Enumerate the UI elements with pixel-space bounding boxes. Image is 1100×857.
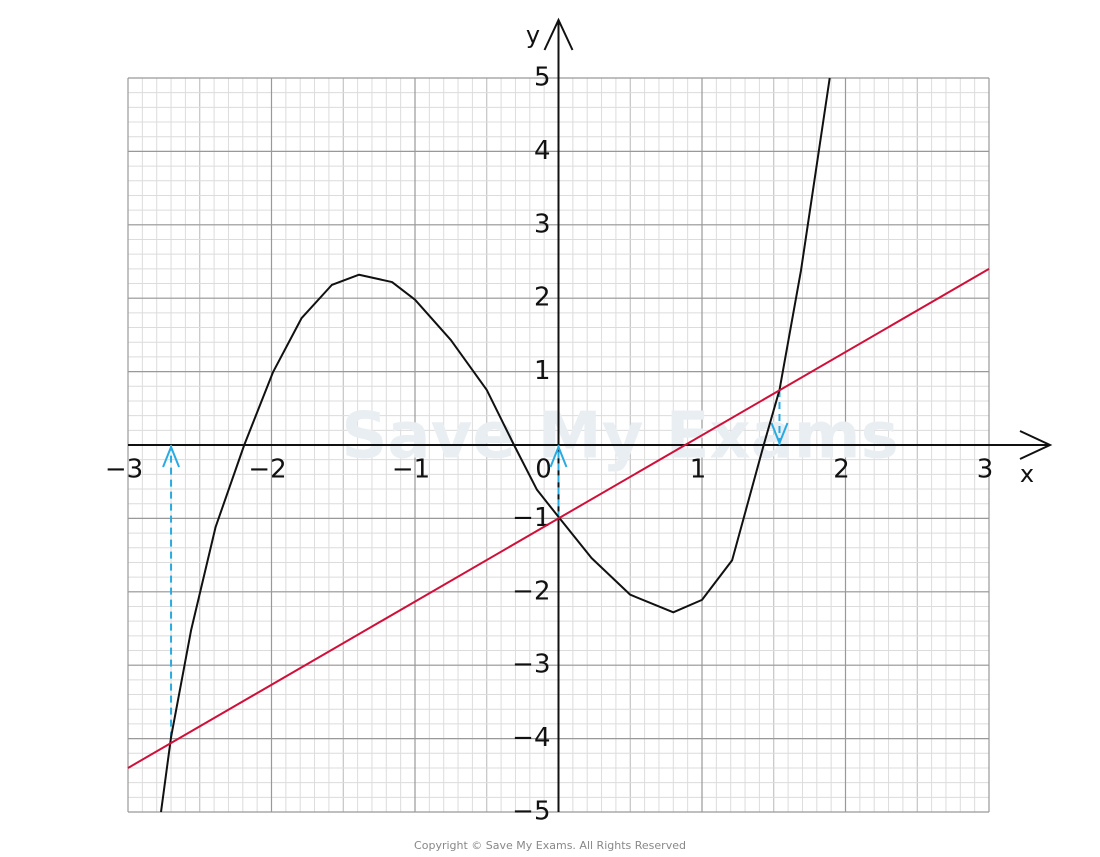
x-tick-label: −1 [392, 455, 430, 485]
x-tick-label: −3 [105, 455, 143, 485]
y-axis-arrow [543, 17, 574, 51]
copyright: Copyright © Save My Exams. All Rights Re… [414, 839, 686, 852]
x-axis-label: x [1020, 460, 1034, 488]
watermark: Save My Exams [341, 400, 898, 474]
x-tick-label: 3 [977, 455, 994, 485]
y-tick-label: −3 [512, 650, 550, 680]
x-tick-label: 1 [690, 455, 707, 485]
curve [127, 267, 990, 769]
y-tick-label: 2 [534, 283, 551, 313]
curve [160, 77, 831, 813]
x-tick-label: 2 [833, 455, 850, 485]
y-tick-label: 1 [534, 356, 551, 386]
x-axis-arrow [1019, 430, 1053, 460]
y-tick-label: 4 [534, 136, 551, 166]
y-tick-label: −4 [512, 723, 550, 753]
y-tick-label: −2 [512, 576, 550, 606]
y-tick-label: 3 [534, 209, 551, 239]
arrow-head [549, 444, 568, 468]
y-tick-label: 5 [534, 63, 551, 93]
y-axis-label: y [526, 21, 540, 49]
y-tick-label: −1 [512, 503, 550, 533]
x-tick-label: 0 [535, 455, 552, 485]
x-tick-label: −2 [248, 455, 286, 485]
arrow-head [770, 422, 789, 446]
arrow-head [162, 444, 180, 468]
y-tick-label: −5 [512, 797, 550, 827]
